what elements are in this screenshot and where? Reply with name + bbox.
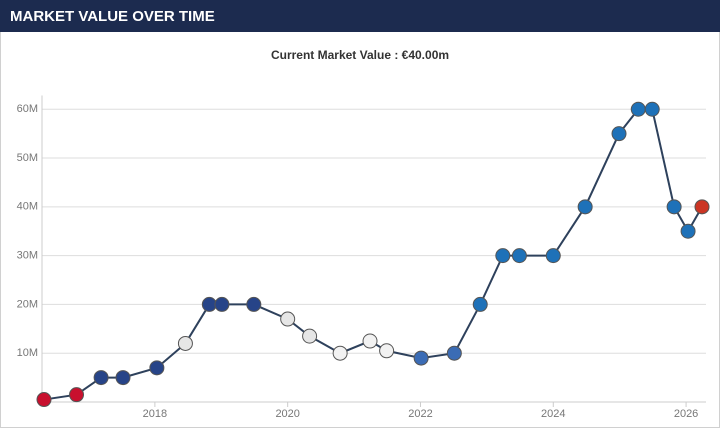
header-bar <box>0 0 720 32</box>
club-marker <box>246 296 262 312</box>
x-tick-label: 2026 <box>674 408 698 420</box>
club-marker <box>379 343 395 359</box>
club-marker <box>115 370 131 386</box>
plot-area <box>42 96 706 402</box>
club-marker <box>201 296 217 312</box>
x-tick-label: 2018 <box>143 408 167 420</box>
club-marker <box>611 126 627 142</box>
club-marker <box>630 101 646 117</box>
club-marker <box>93 370 109 386</box>
club-marker <box>280 311 296 327</box>
chart-title: MARKET VALUE OVER TIME <box>10 8 215 25</box>
y-tick-label: 20M <box>17 298 38 310</box>
club-marker <box>511 248 527 264</box>
club-marker <box>666 199 682 215</box>
chart-subtitle: Current Market Value : €40.00m <box>271 48 449 62</box>
y-tick-label: 30M <box>17 250 38 262</box>
club-marker <box>472 296 488 312</box>
club-marker <box>302 328 318 344</box>
club-marker <box>362 333 378 349</box>
club-marker <box>446 345 462 361</box>
club-marker <box>495 248 511 264</box>
y-tick-label: 60M <box>17 103 38 115</box>
y-tick-label: 40M <box>17 201 38 213</box>
club-marker <box>36 392 52 408</box>
club-marker <box>214 296 230 312</box>
x-tick-label: 2024 <box>541 408 565 420</box>
y-tick-label: 10M <box>17 347 38 359</box>
club-marker <box>149 360 165 376</box>
x-tick-label: 2020 <box>275 408 299 420</box>
club-marker <box>644 101 660 117</box>
club-marker <box>413 350 429 366</box>
club-marker <box>680 223 696 239</box>
club-marker <box>69 387 85 403</box>
y-tick-label: 50M <box>17 152 38 164</box>
club-marker <box>545 248 561 264</box>
club-marker <box>177 335 193 351</box>
club-marker <box>577 199 593 215</box>
club-marker <box>332 345 348 361</box>
club-marker <box>694 199 710 215</box>
x-tick-label: 2022 <box>408 408 432 420</box>
